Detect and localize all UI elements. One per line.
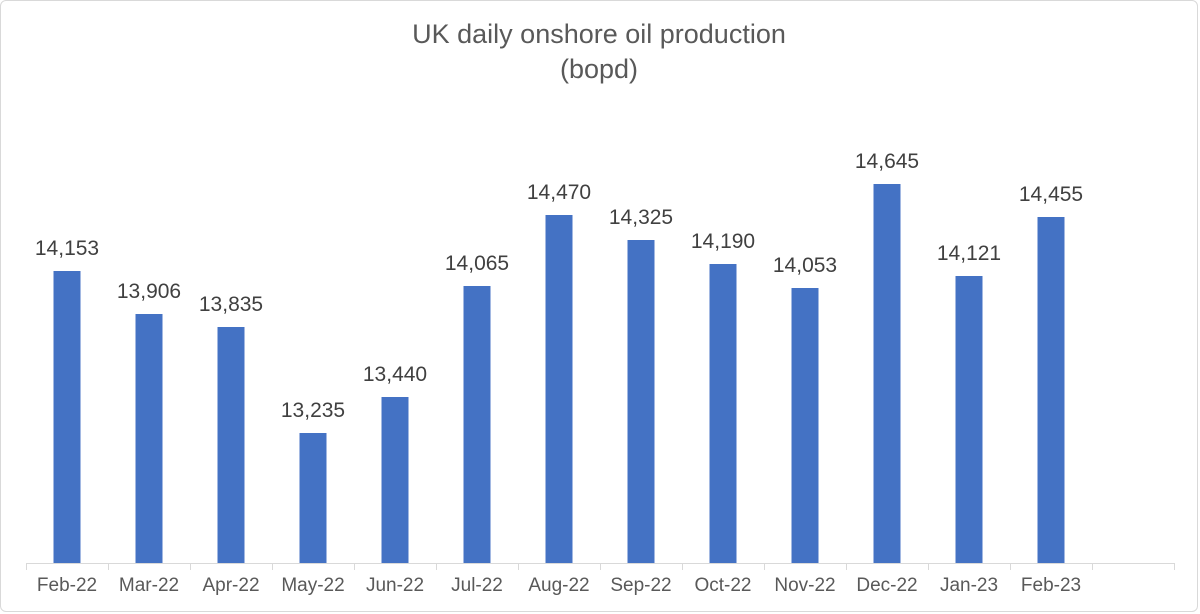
bar-value-label: 14,455 (1018, 183, 1084, 206)
bar (135, 314, 163, 563)
bar-value-label: 13,440 (362, 363, 428, 386)
category-slot: 14,153 (26, 121, 108, 563)
plot-area: 14,153 13,906 13,835 13,235 13,440 14,065 14,4… (26, 121, 1174, 563)
bar (545, 215, 573, 563)
category-slot: 13,235 (272, 121, 354, 563)
x-axis-tick (846, 563, 847, 570)
x-axis-label: Dec-22 (856, 575, 918, 596)
bar (709, 264, 737, 563)
x-axis-label: Feb-23 (1020, 575, 1082, 596)
x-axis-label: Aug-22 (528, 575, 590, 596)
chart-title: UK daily onshore oil production (bopd) (1, 17, 1197, 87)
category-slot: 14,121 (928, 121, 1010, 563)
bar (299, 433, 327, 563)
x-axis-label: Mar-22 (118, 575, 180, 596)
bar (627, 240, 655, 563)
x-axis-label: Oct-22 (694, 575, 752, 596)
x-axis-label: Apr-22 (202, 575, 260, 596)
x-axis-label: Feb-22 (36, 575, 98, 596)
bar (381, 397, 409, 563)
bar (955, 276, 983, 563)
bar (463, 286, 491, 563)
x-axis-label: Jun-22 (365, 575, 425, 596)
bar (53, 271, 81, 563)
x-axis-label: Jul-22 (451, 575, 503, 596)
x-axis-tick (436, 563, 437, 570)
bar-value-label: 13,906 (116, 280, 182, 303)
x-axis-tick (26, 563, 27, 570)
bar-value-label: 14,153 (34, 237, 100, 260)
x-axis-tick (190, 563, 191, 570)
category-slot: 14,053 (764, 121, 846, 563)
x-axis-tick (600, 563, 601, 570)
bar-value-label: 14,325 (608, 206, 674, 229)
chart-title-line2: (bopd) (559, 54, 639, 84)
bar-value-label: 14,121 (936, 242, 1002, 265)
x-axis-tick (518, 563, 519, 570)
x-axis-label: Jan-23 (939, 575, 999, 596)
chart-title-line1: UK daily onshore oil production (412, 19, 786, 49)
category-slot: 14,065 (436, 121, 518, 563)
bar (1037, 217, 1065, 563)
bar-value-label: 14,190 (690, 230, 756, 253)
x-axis-tick (272, 563, 273, 570)
bar-value-label: 14,065 (444, 252, 510, 275)
x-axis-tick (928, 563, 929, 570)
x-axis-label: May-22 (281, 575, 345, 596)
bar-value-label: 13,235 (280, 399, 346, 422)
category-slot: 13,835 (190, 121, 272, 563)
x-axis-label: Nov-22 (774, 575, 836, 596)
x-axis-label: Sep-22 (610, 575, 672, 596)
bar (873, 184, 901, 563)
bar (791, 288, 819, 563)
category-slot: 13,906 (108, 121, 190, 563)
x-axis-tick (108, 563, 109, 570)
bar (217, 327, 245, 563)
x-axis-tick (354, 563, 355, 570)
bar-value-label: 14,470 (526, 181, 592, 204)
category-slot: 14,645 (846, 121, 928, 563)
category-slot: 14,470 (518, 121, 600, 563)
category-slot: 14,190 (682, 121, 764, 563)
category-slot: 13,440 (354, 121, 436, 563)
x-axis-tick (1174, 563, 1175, 570)
bar-value-label: 14,645 (854, 150, 920, 173)
category-slot: 14,455 (1010, 121, 1092, 563)
x-axis-tick (682, 563, 683, 570)
x-axis-tick (1092, 563, 1093, 570)
bar-value-label: 14,053 (772, 254, 838, 277)
x-axis-tick (764, 563, 765, 570)
x-axis-tick (1010, 563, 1011, 570)
category-slot: 14,325 (600, 121, 682, 563)
bar-value-label: 13,835 (198, 293, 264, 316)
